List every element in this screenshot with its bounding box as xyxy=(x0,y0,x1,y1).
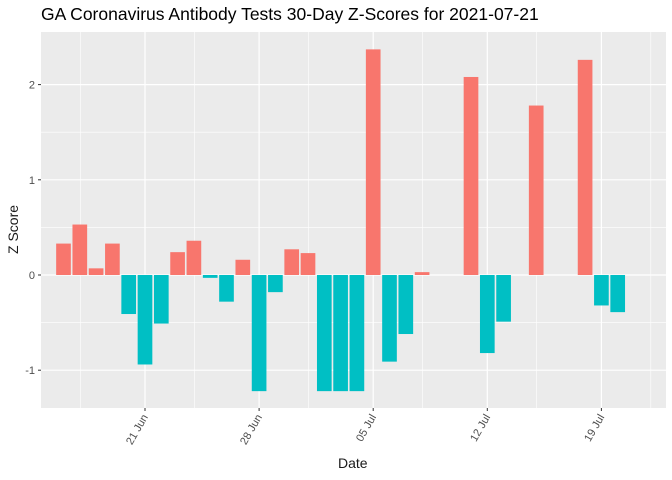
y-tick-label: -1 xyxy=(25,365,35,377)
bar xyxy=(72,224,88,275)
y-tick-label: 2 xyxy=(29,80,35,92)
bar xyxy=(268,275,283,293)
chart-title: GA Coronavirus Antibody Tests 30-Day Z-S… xyxy=(41,4,539,24)
bar xyxy=(121,275,137,315)
x-axis: 21 Jun 28 Jun 05 Jul 12 Jul 19 Jul xyxy=(124,408,607,447)
bar xyxy=(202,275,218,278)
bar xyxy=(137,275,153,365)
y-axis: -1 0 1 2 xyxy=(25,80,41,377)
x-tick-label: 05 Jul xyxy=(354,412,379,443)
x-tick-label: 12 Jul xyxy=(468,412,493,443)
bar xyxy=(153,275,169,324)
bar xyxy=(235,259,251,275)
bars xyxy=(56,49,626,392)
bar xyxy=(382,275,397,362)
bar xyxy=(251,275,267,392)
y-tick-label: 1 xyxy=(29,175,35,187)
bar xyxy=(479,275,495,354)
bar xyxy=(333,275,348,392)
x-axis-label: Date xyxy=(338,455,368,471)
bar xyxy=(284,249,300,275)
bar xyxy=(414,272,430,275)
y-tick-label: 0 xyxy=(29,270,35,282)
bar xyxy=(577,59,593,275)
bar xyxy=(349,275,365,392)
bar xyxy=(594,275,609,306)
bar xyxy=(463,76,479,275)
bar xyxy=(316,275,332,392)
bar xyxy=(219,275,234,302)
bar xyxy=(88,268,104,275)
bar xyxy=(610,275,626,313)
bar xyxy=(528,105,544,275)
bar xyxy=(496,275,511,322)
bar xyxy=(170,252,185,275)
bar xyxy=(365,49,381,275)
bar xyxy=(398,275,414,335)
bar xyxy=(300,253,316,275)
x-tick-label: 19 Jul xyxy=(582,412,607,443)
bar xyxy=(186,240,202,275)
bar xyxy=(105,243,120,275)
bar xyxy=(56,243,71,275)
